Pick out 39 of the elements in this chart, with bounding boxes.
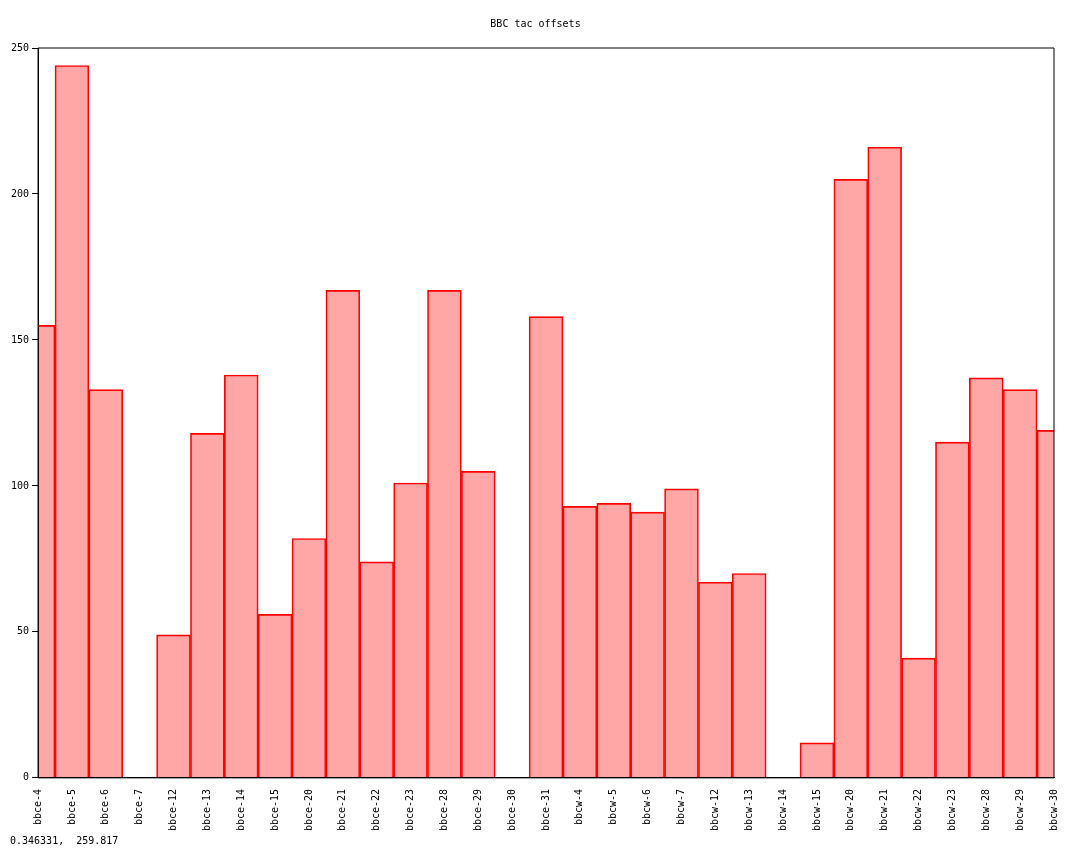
y-tick-label: 100: [11, 479, 30, 491]
x-tick-label: bbcw-28: [979, 788, 991, 832]
x-tick-label: bbce-28: [438, 788, 450, 832]
x-tick-label: bbcw-12: [708, 788, 720, 832]
x-tick-label: bbcw-20: [844, 788, 856, 832]
x-tick-label: bbce-22: [370, 788, 382, 832]
x-tick-label: bbce-14: [234, 788, 246, 832]
x-tick-label: bbce-12: [167, 788, 179, 832]
x-tick-label: bbcw-23: [946, 788, 957, 832]
x-tick-label: bbce-31: [539, 788, 551, 832]
y-tick-label: 50: [17, 625, 30, 637]
x-tick-label: bbcw-22: [912, 788, 924, 832]
x-tick-label: bbce-20: [302, 788, 314, 832]
chart-title: BBC tac offsets: [490, 17, 581, 29]
x-tick-label: bbcw-7: [675, 788, 687, 825]
x-tick-label: bbce-30: [505, 788, 517, 832]
y-tick-label: 250: [11, 41, 30, 53]
text: 0.346331, 259.817: [10, 834, 119, 846]
x-tick-label: bbce-13: [200, 788, 212, 832]
x-tick-label: bbcw-5: [607, 788, 619, 825]
x-tick-label: bbce-4: [31, 788, 43, 825]
x-tick-label: bbce-21: [336, 788, 348, 832]
x-tick-label: bbcw-29: [1013, 788, 1025, 832]
x-tick-label: bbcw-13: [742, 788, 754, 832]
x-tick-label: bbcw-30: [1047, 788, 1059, 832]
x-tick-label: bbce-5: [65, 788, 77, 825]
x-tick-label: bbcw-4: [573, 788, 585, 825]
x-tick-label: bbcw-6: [641, 788, 653, 825]
x-tick-label: bbcw-15: [810, 788, 822, 832]
x-tick-label: bbcw-21: [878, 788, 890, 832]
y-tick-label: 200: [11, 187, 30, 199]
x-tick-label: bbce-15: [268, 788, 280, 832]
x-tick-label: bbce-23: [404, 788, 416, 832]
x-tick-label: bbce-29: [471, 788, 483, 832]
x-tick-label: bbcw-14: [776, 788, 788, 832]
x-tick-label: bbce-7: [133, 788, 145, 825]
x-tick-label: bbce-6: [99, 788, 111, 825]
y-tick-label: 150: [11, 333, 30, 345]
y-tick-label: 0: [23, 771, 30, 783]
